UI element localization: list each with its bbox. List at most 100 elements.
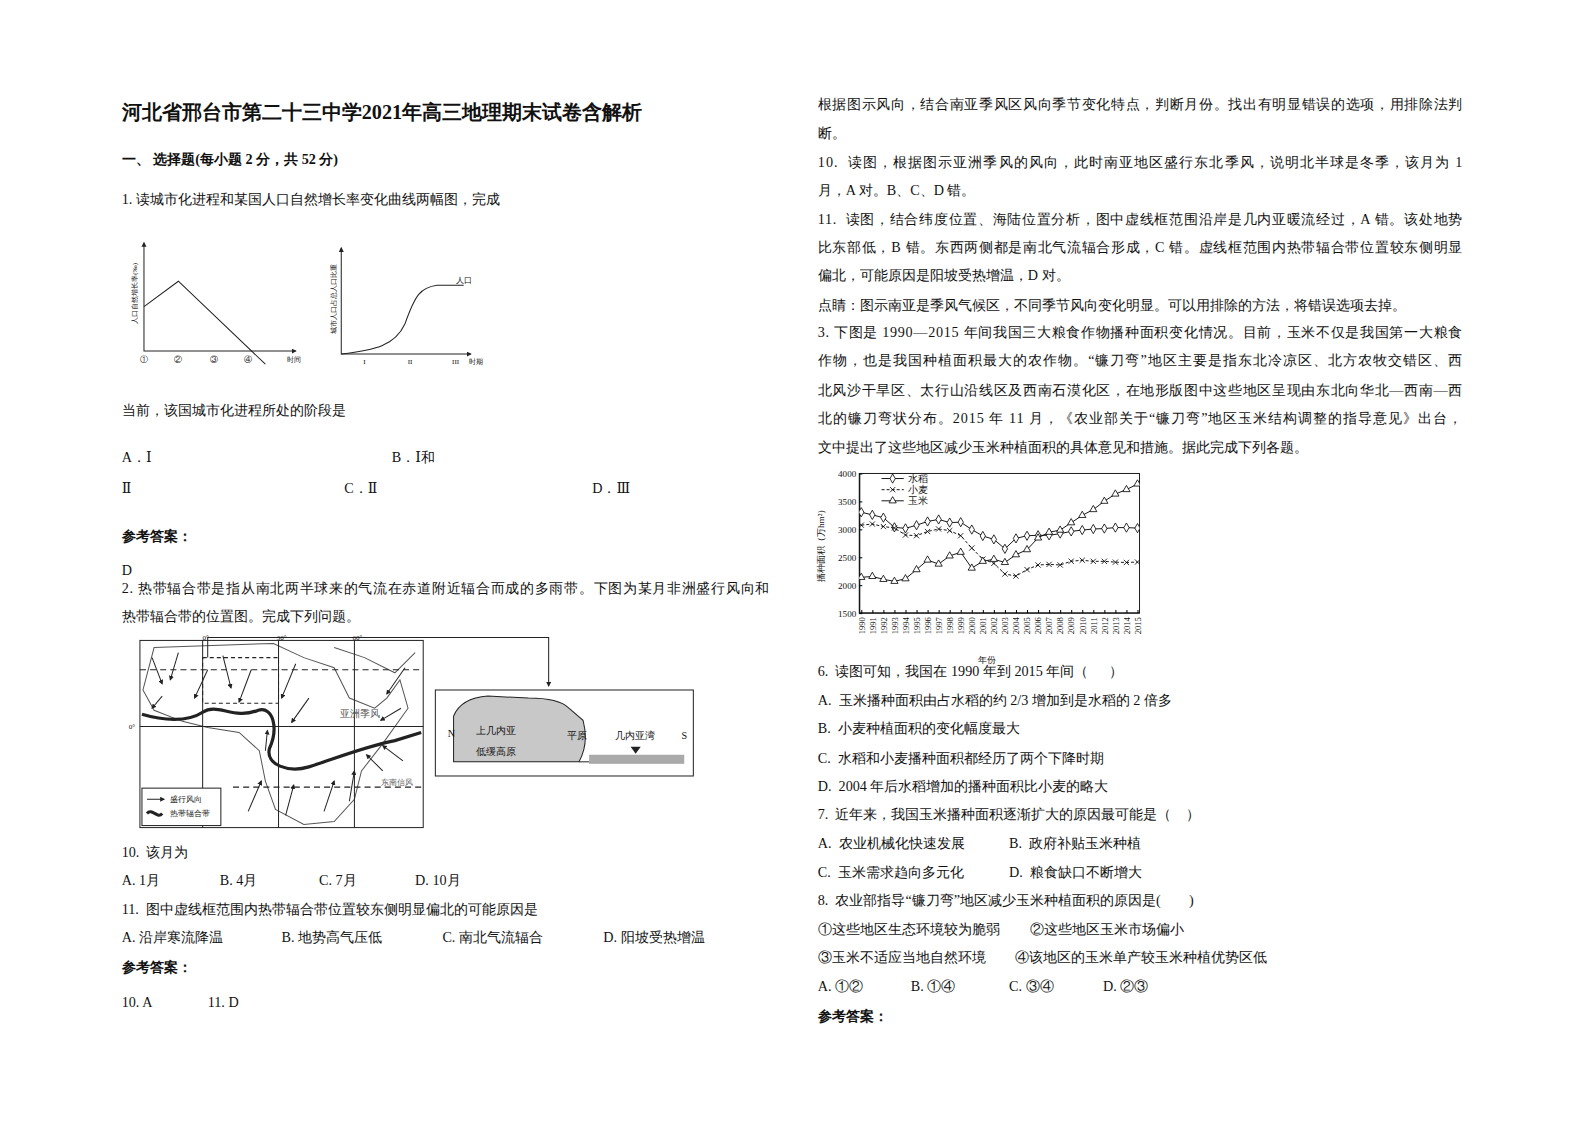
- tick-mark: [1137, 610, 1138, 613]
- tick-mark: [972, 610, 973, 613]
- tick-label: 1991: [868, 617, 878, 634]
- series-line: [861, 524, 1137, 576]
- data-point: [870, 510, 875, 519]
- data-point: [1112, 490, 1119, 496]
- wind-arrow: [367, 755, 383, 771]
- option: C. 7月: [319, 872, 357, 888]
- statement: ④该地区的玉米单产较玉米种植优势区低: [1015, 949, 1267, 965]
- data-point: [859, 523, 864, 528]
- curve-label: 人口: [456, 276, 472, 285]
- tick: 1991: [868, 610, 878, 634]
- tick: 1993: [890, 610, 900, 634]
- tick-label: 2000: [838, 581, 857, 591]
- axis-label: 人口自然增长率(‰): [131, 262, 139, 323]
- tick-label: 1994: [901, 616, 911, 634]
- series-line: [861, 484, 1137, 581]
- data-point: [1068, 519, 1075, 525]
- option: A. ①②: [818, 978, 863, 994]
- tick: 1992: [879, 610, 889, 634]
- legend-swatch: [147, 812, 162, 816]
- axis-label: 城市人口占总人口比重: [330, 264, 338, 335]
- data-point: [991, 535, 996, 544]
- tick-label: 2013: [1111, 617, 1121, 634]
- section-label: 低缓高原: [476, 746, 516, 757]
- data-point: [980, 531, 985, 540]
- data-point: [914, 533, 919, 538]
- tick: 1500: [838, 609, 862, 619]
- option: A. 农业机械化快速发展: [818, 835, 965, 851]
- data-point: [935, 560, 942, 566]
- data-point: [880, 575, 887, 581]
- curve: [341, 285, 463, 354]
- question: 当前，该国城市化进程所处的阶段是: [122, 402, 346, 418]
- data-point: [1034, 534, 1041, 540]
- data-point: [1057, 526, 1064, 532]
- tick: 2007: [1044, 610, 1054, 634]
- tick: 1997: [934, 610, 944, 634]
- tick-mark: [859, 585, 862, 586]
- plot-frame: [859, 473, 1139, 613]
- map-label: 亚洲季风: [340, 708, 380, 719]
- tick: 2013: [1111, 610, 1121, 634]
- option: B. ①④: [911, 978, 956, 994]
- tick-label: III: [452, 358, 460, 366]
- crop-chart: 1500200025003000350040001990199119921993…: [816, 469, 1143, 665]
- tick: 2004: [1011, 610, 1021, 634]
- tick: 1994: [901, 610, 911, 634]
- data-point: [1002, 544, 1007, 553]
- data-point: [1135, 523, 1140, 532]
- curve: [144, 281, 265, 364]
- tick-mark: [917, 610, 918, 613]
- tick: 2000: [838, 581, 862, 591]
- tick-label: 1993: [890, 617, 900, 634]
- data-point: [1102, 559, 1107, 564]
- title: 河北省邢台市第二十三中学2021年高三地理期末试卷含解析: [121, 101, 642, 123]
- data-point: [1101, 497, 1108, 503]
- lat-label: 0°: [129, 723, 136, 731]
- paragraph-line: 根据图示风向，结合南亚季风区风向季节变化特点，判断月份。找出有明显错误的选项，用…: [818, 96, 1462, 112]
- axis-label: 时间: [287, 356, 301, 364]
- option: D. 阳坡受热增温: [603, 929, 704, 945]
- data-point: [1091, 559, 1096, 564]
- tick: 2005: [1022, 610, 1032, 634]
- tick: 2011: [1089, 610, 1099, 634]
- tick-mark: [1126, 610, 1127, 613]
- tick-mark: [905, 610, 906, 613]
- legend-label: 小麦: [908, 484, 928, 495]
- tick-mark: [894, 610, 895, 613]
- tick-label: 1997: [934, 616, 944, 634]
- paragraph-line: 偏北，可能原因是阳坡受热增温，D 对。: [818, 267, 1070, 283]
- tick-label: ②: [174, 355, 182, 364]
- tick-mark: [859, 557, 862, 558]
- data-point: [1135, 559, 1140, 564]
- tick-label: 2000: [967, 617, 977, 634]
- data-point: [969, 525, 974, 534]
- section-box: [435, 690, 693, 776]
- coastline: [334, 648, 415, 673]
- data-point: [1102, 524, 1107, 533]
- data-point: [958, 533, 963, 538]
- data-point: [1113, 560, 1118, 565]
- tick-label: 2012: [1100, 617, 1110, 634]
- wind-arrow: [170, 653, 178, 680]
- page: 河北省邢台市第二十三中学2021年高三地理期末试卷含解析一、 选择题(每小题 2…: [0, 0, 1587, 1122]
- data-point: [1080, 525, 1085, 534]
- data-point: [1080, 558, 1085, 563]
- lon-label: 30°: [277, 634, 287, 642]
- answer: 10. A: [122, 994, 153, 1010]
- tick-label: 2011: [1089, 617, 1099, 634]
- tick: 2009: [1066, 610, 1076, 634]
- wind-arrow: [195, 670, 208, 698]
- data-point: [1045, 528, 1052, 534]
- x-axis: 1990199119921993199419951996199719981999…: [857, 610, 1143, 634]
- data-point: [891, 577, 898, 583]
- option: Ⅱ: [122, 480, 132, 496]
- tick-label: 2007: [1044, 616, 1054, 634]
- axis-line: [859, 474, 860, 614]
- tick-label: 2003: [1000, 617, 1010, 634]
- tropic-line: [140, 669, 423, 670]
- data-point: [1069, 559, 1074, 564]
- sea: [589, 755, 684, 764]
- option: D. 10月: [415, 872, 460, 888]
- axis-line: [859, 613, 1139, 614]
